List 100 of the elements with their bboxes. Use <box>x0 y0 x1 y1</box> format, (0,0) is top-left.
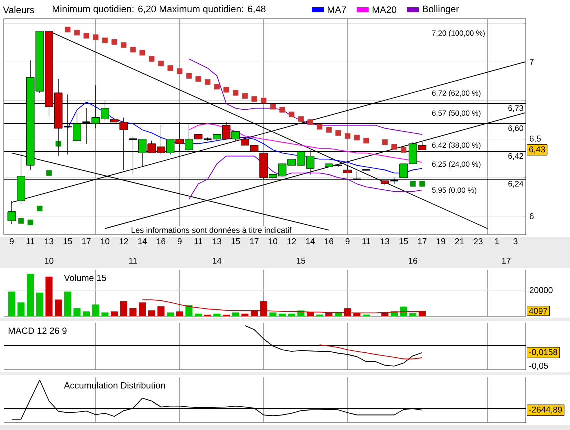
bar <box>83 312 90 316</box>
bar <box>176 312 184 316</box>
bar <box>194 314 202 316</box>
point <box>168 66 174 72</box>
x-tick-label: 17 <box>82 238 91 244</box>
x-tick-label: 11 <box>194 238 203 244</box>
x-tick-label: 19 <box>437 238 446 245</box>
point <box>336 130 342 136</box>
point <box>102 38 108 44</box>
point <box>308 120 314 126</box>
bar <box>166 312 174 316</box>
x-tick-label: 17 <box>418 238 427 244</box>
point <box>186 73 192 79</box>
point <box>382 140 388 146</box>
bar <box>92 304 100 316</box>
bar <box>158 306 165 316</box>
bar <box>410 313 417 316</box>
bar <box>55 300 62 316</box>
text: 16 <box>409 258 418 264</box>
y-tick-label: 7 <box>530 59 534 66</box>
point <box>74 30 80 36</box>
bar <box>8 292 16 316</box>
bar <box>232 312 240 316</box>
bar <box>148 310 156 316</box>
x-tick-label: 15 <box>64 238 72 244</box>
text: -0,0158 <box>529 349 558 356</box>
chart-title: Accumulation Distribution <box>64 382 166 389</box>
bar <box>242 314 249 316</box>
x-tick-label: 3 <box>514 238 518 245</box>
text: -0,05 <box>530 362 548 370</box>
ref-line-label: 6,42 <box>508 153 524 160</box>
point <box>158 60 164 67</box>
point <box>177 68 183 74</box>
point <box>252 96 258 102</box>
x-tick-label: 13 <box>45 238 54 245</box>
x-tick-label: 21 <box>455 238 464 244</box>
x-tick-label: 12 <box>120 238 128 244</box>
annotation: Les informations sont données à titre indicatif <box>132 227 292 234</box>
point <box>46 170 52 176</box>
x-tick-label: 11 <box>362 238 370 244</box>
point <box>270 104 276 110</box>
legend-label: Bollinger <box>423 6 460 14</box>
x-tick-label: 14 <box>306 238 315 244</box>
point <box>37 206 43 212</box>
ref-line-label: 6,73 <box>508 106 524 112</box>
point <box>121 42 127 48</box>
bar <box>400 306 408 316</box>
text: 14 <box>213 258 222 264</box>
x-tick-label: 1 <box>495 238 500 244</box>
bar <box>186 306 193 316</box>
text: 15 <box>297 258 306 264</box>
point <box>354 134 360 141</box>
bar <box>214 314 221 316</box>
x-tick-label: 13 <box>381 238 390 245</box>
point <box>28 220 34 226</box>
text: 10 <box>45 258 54 264</box>
point <box>130 47 136 53</box>
chart-title: MACD 12 26 9 <box>8 328 67 334</box>
bar <box>74 308 81 316</box>
x-tick-label: 16 <box>157 238 166 245</box>
point <box>93 34 99 40</box>
point <box>112 39 118 45</box>
point <box>140 50 146 56</box>
x-tick-label: 17 <box>250 238 259 244</box>
legend-label: MA7 <box>328 6 346 14</box>
point <box>214 84 220 90</box>
line-series <box>188 124 423 163</box>
x-tick-label: 9 <box>346 238 350 245</box>
point <box>289 112 295 118</box>
point <box>233 90 239 96</box>
x-tick-label: 13 <box>213 238 222 245</box>
bar <box>278 314 286 316</box>
x-tick-label: 15 <box>400 238 408 244</box>
bar <box>120 301 128 316</box>
text: -2644,89 <box>529 406 562 414</box>
bar <box>27 274 34 316</box>
point <box>298 116 304 122</box>
bar <box>36 292 44 316</box>
bar <box>18 302 25 316</box>
ref-line-label: 6,60 <box>508 126 524 132</box>
x-tick-label: 9 <box>178 238 182 245</box>
bar <box>334 313 342 316</box>
point <box>364 138 370 144</box>
bar <box>64 292 72 316</box>
bar <box>102 312 109 316</box>
x-tick-label: 11 <box>26 238 35 244</box>
bar <box>139 302 146 316</box>
point <box>345 133 351 140</box>
point <box>56 141 62 147</box>
y-tick-label: 20000 <box>530 287 553 294</box>
point <box>280 107 286 113</box>
x-tick-label: 16 <box>325 238 334 245</box>
bar <box>46 276 53 316</box>
point <box>261 98 267 104</box>
y-tick-label: 6 <box>530 213 534 220</box>
point <box>420 181 426 187</box>
text: 4097 <box>529 308 548 314</box>
y-tick-label: 6,5 <box>530 136 541 143</box>
point <box>326 127 332 133</box>
bar <box>270 312 277 316</box>
